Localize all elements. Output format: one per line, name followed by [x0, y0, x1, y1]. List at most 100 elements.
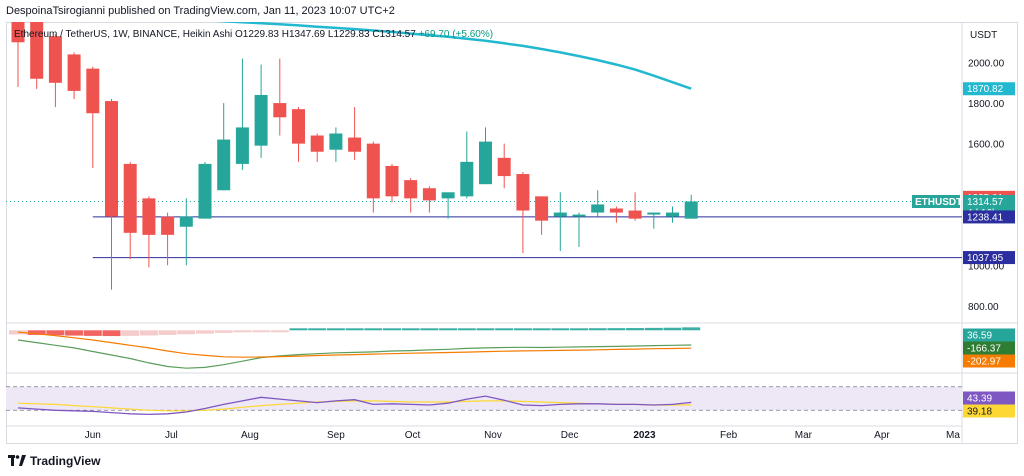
macd-signal-line	[17, 331, 692, 358]
macd-histogram-bar	[570, 328, 588, 331]
candle-body	[497, 157, 511, 177]
publisher-caption: DespoinaTsirogianni published on Trading…	[6, 5, 395, 17]
candle-body	[479, 141, 492, 185]
level-price-tag: 1238.41	[967, 212, 1004, 223]
footer-brand[interactable]: TradingView	[8, 451, 100, 471]
candle-body	[123, 163, 137, 233]
macd-histogram-bar	[233, 330, 252, 333]
macd-histogram-bar	[401, 328, 420, 331]
y-tick-label: 1000.00	[968, 261, 1005, 272]
macd-histogram-tag-bg	[963, 328, 1015, 342]
candle-body	[516, 174, 530, 211]
macd-histogram-bar	[439, 328, 458, 331]
macd-signal-tag-bg	[963, 354, 1015, 368]
macd-line-tag-bg	[963, 341, 1015, 355]
candle-body	[198, 163, 212, 219]
candle-body	[48, 36, 62, 83]
candle-body	[217, 139, 231, 191]
macd-histogram-bar	[121, 330, 140, 336]
macd-histogram-bar	[644, 327, 663, 331]
rsi-line	[17, 395, 692, 416]
tradingview-logo-icon	[8, 455, 26, 466]
symbol-tag-bg	[912, 194, 960, 208]
macd-histogram-bar	[551, 328, 570, 331]
legend-open: 1229.83	[242, 29, 279, 40]
candle-body	[441, 192, 455, 199]
macd-histogram-bar	[196, 330, 214, 334]
ma-price-tag: 1870.82	[967, 84, 1004, 95]
x-tick-label: Feb	[720, 430, 738, 441]
ma-price-tag-bg	[963, 82, 1015, 96]
candle-body	[105, 101, 118, 217]
candle-body	[235, 127, 249, 164]
candle-body	[572, 214, 586, 217]
legend-close-label: C	[372, 29, 380, 40]
candle-body	[67, 54, 81, 91]
level-price-tag-bg	[963, 251, 1015, 265]
symbol-tag: ETHUSDT	[915, 197, 962, 208]
x-tick-label: Aug	[241, 430, 259, 441]
candle-body	[385, 165, 399, 197]
macd-histogram-bar	[27, 330, 46, 335]
rsi-tag-bg	[963, 391, 1015, 405]
footer-brand-text: TradingView	[30, 454, 101, 468]
candle-body	[366, 143, 380, 199]
rsi-ma-tag-bg	[963, 404, 1015, 418]
candles-group	[11, 22, 698, 290]
candle-body	[647, 212, 661, 215]
candle-body	[161, 216, 175, 235]
macd-histogram-bar	[457, 328, 476, 331]
legend-symbol: Ethereum / TetherUS, 1W, BINANCE, Heikin…	[14, 29, 233, 40]
candle-body	[553, 212, 567, 217]
chart-legend: Ethereum / TetherUS, 1W, BINANCE, Heikin…	[14, 29, 493, 40]
legend-change: +69.70 (+5.60%)	[418, 29, 494, 40]
candle-body	[86, 68, 100, 114]
macd-histogram-bar	[83, 330, 102, 336]
macd-line	[17, 339, 692, 369]
macd-histogram-bar	[420, 328, 439, 331]
legend-open-label: O	[235, 29, 243, 40]
legend-low: 1229.83	[333, 29, 370, 40]
macd-histogram-bar	[383, 328, 401, 331]
candle-body	[348, 137, 362, 152]
legend-low-label: L	[327, 29, 334, 40]
y-axis-unit: USDT	[970, 30, 997, 41]
macd-histogram-bar	[345, 328, 364, 331]
x-tick-label: Nov	[484, 430, 502, 441]
candle-body	[254, 94, 268, 146]
macd-histogram-bar	[65, 330, 84, 336]
candle-body	[422, 188, 436, 201]
legend-high: 1347.69	[288, 29, 326, 40]
x-tick-label: Oct	[405, 430, 421, 441]
macd-histogram-bar	[532, 328, 551, 331]
y-tick-label: 2000.00	[968, 59, 1005, 70]
moving-average-line	[215, 22, 692, 90]
candle-body	[179, 216, 193, 227]
macd-histogram-bar	[364, 328, 383, 331]
x-tick-label: Mar	[795, 430, 813, 441]
candle-body	[535, 196, 549, 221]
macd-histogram-bar	[326, 328, 345, 331]
macd-histogram-bar	[663, 327, 682, 331]
rsi-band	[6, 386, 962, 411]
x-tick-label: Ma	[946, 430, 960, 441]
macd-histogram-bar	[588, 328, 607, 331]
rsi-tag: 43.39	[967, 394, 992, 405]
macd-histogram-bar	[513, 328, 532, 331]
y-tick-label: 800.00	[968, 302, 999, 313]
macd-histogram-bar	[158, 330, 177, 335]
macd-histogram-bar	[252, 330, 271, 333]
x-tick-label: Apr	[874, 430, 890, 441]
macd-histogram-bar	[214, 330, 233, 333]
macd-line-tag: -166.37	[967, 344, 1001, 355]
macd-histogram-bar	[289, 328, 308, 331]
x-tick-label: Jun	[85, 430, 101, 441]
legend-high-label: H	[281, 29, 289, 40]
candle-body	[292, 109, 305, 144]
macd-histogram-bar	[46, 330, 65, 336]
x-tick-label: 2023	[633, 430, 656, 441]
candle-body	[628, 210, 642, 219]
candle-body	[591, 204, 605, 213]
x-tick-label: Jul	[165, 430, 178, 441]
